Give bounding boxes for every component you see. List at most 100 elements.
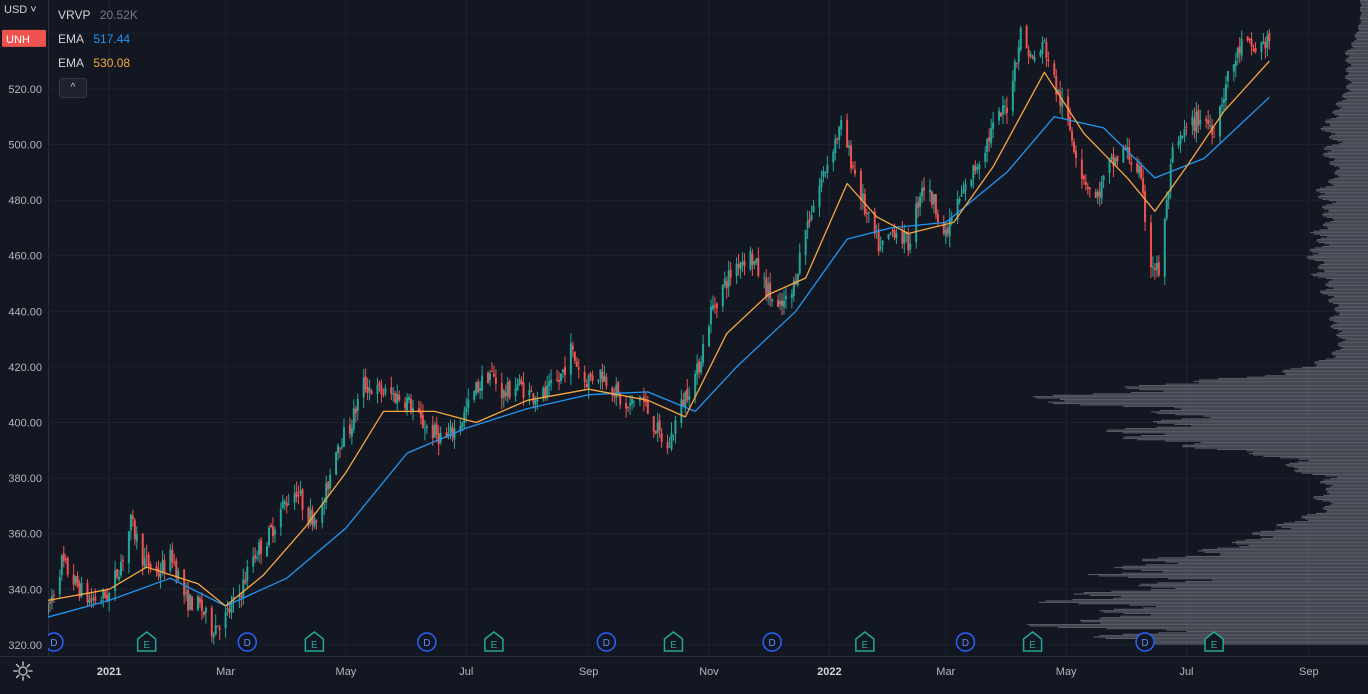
legend-vrvp[interactable]: VRVP 20.52K bbox=[58, 8, 138, 22]
candle-body bbox=[163, 559, 166, 573]
volume-profile-bar bbox=[1347, 79, 1368, 81]
y-tick-label: 320.00 bbox=[8, 640, 42, 652]
candle-body bbox=[575, 361, 578, 367]
volume-profile-bar bbox=[1079, 619, 1368, 621]
candle-body bbox=[1254, 48, 1257, 53]
volume-profile-bar bbox=[1337, 344, 1368, 346]
earnings-marker[interactable]: E bbox=[304, 631, 325, 652]
volume-profile-bar bbox=[1318, 241, 1368, 243]
candle-body bbox=[1266, 35, 1269, 48]
candle-body bbox=[970, 179, 973, 187]
volume-profile-bar bbox=[1328, 162, 1368, 164]
candle-body bbox=[72, 574, 75, 585]
volume-profile-bar bbox=[1048, 401, 1368, 403]
earnings-marker[interactable]: E bbox=[855, 631, 875, 652]
volume-profile-bar bbox=[1191, 425, 1368, 427]
candle-body bbox=[74, 576, 77, 584]
candle-body bbox=[891, 230, 894, 232]
volume-profile-bar bbox=[1316, 240, 1368, 242]
price-axis[interactable]: USD ˅ 320.00 340.00 360.00 380.00 400.00 420.… bbox=[0, 0, 49, 656]
volume-profile-bar bbox=[1333, 302, 1368, 305]
dividend-marker[interactable]: D bbox=[237, 632, 258, 652]
volume-profile-bar bbox=[1142, 558, 1368, 560]
earnings-marker[interactable]: E bbox=[663, 631, 684, 652]
candle-body bbox=[658, 420, 661, 431]
volume-profile-bar bbox=[1036, 397, 1368, 399]
volume-profile-bar bbox=[1099, 610, 1368, 612]
volume-profile-bar bbox=[1345, 59, 1368, 61]
candle-body bbox=[370, 390, 373, 395]
candle-body bbox=[976, 167, 979, 170]
volume-profile-bar bbox=[1346, 91, 1368, 93]
earnings-icon bbox=[136, 631, 157, 652]
volume-profile-bar bbox=[1324, 479, 1368, 481]
volume-profile-bar bbox=[1354, 40, 1368, 42]
candle-body bbox=[1197, 109, 1200, 126]
volume-profile-bar bbox=[1336, 334, 1368, 337]
volume-profile-bar bbox=[1327, 282, 1368, 284]
currency-selector[interactable]: USD ˅ bbox=[4, 4, 37, 16]
volume-profile-bar bbox=[1294, 521, 1368, 523]
volume-profile-bar bbox=[1291, 528, 1368, 530]
candle-body bbox=[465, 407, 468, 412]
candle-body bbox=[337, 445, 340, 453]
candle-body bbox=[611, 387, 614, 396]
volume-profile-bar bbox=[1087, 574, 1368, 576]
legend-ema-fast[interactable]: EMA 530.08 bbox=[58, 56, 130, 70]
candle-body bbox=[652, 416, 655, 432]
legend-ema-slow-value: 517.44 bbox=[93, 32, 131, 46]
candle-body bbox=[354, 408, 357, 413]
volume-profile-bar bbox=[1107, 429, 1368, 431]
time-axis[interactable]: 2021 Mar May Jul Sep Nov 2022 Mar May Jul Sep bbox=[0, 656, 1368, 689]
candle-body bbox=[516, 384, 519, 391]
candle-body bbox=[1238, 46, 1241, 54]
dividend-marker[interactable]: D bbox=[44, 632, 64, 652]
earnings-marker[interactable]: E bbox=[484, 631, 504, 652]
volume-profile-bar bbox=[1322, 198, 1368, 200]
volume-profile-bar bbox=[1158, 632, 1368, 634]
candle-body bbox=[550, 379, 553, 383]
dividend-marker[interactable]: D bbox=[762, 632, 782, 652]
earnings-marker[interactable]: E bbox=[1022, 631, 1043, 652]
volume-profile-bar bbox=[1294, 469, 1368, 471]
candle-body bbox=[903, 231, 906, 244]
dividend-letter: D bbox=[769, 638, 776, 649]
volume-profile-bar bbox=[1329, 123, 1368, 125]
volume-profile-bar bbox=[1057, 626, 1368, 628]
volume-profile-bar bbox=[1326, 145, 1368, 148]
candle-body bbox=[729, 269, 732, 278]
candle-body bbox=[394, 393, 397, 403]
candle-body bbox=[680, 399, 683, 423]
earnings-marker[interactable]: E bbox=[1204, 631, 1224, 652]
legend-collapse-button[interactable]: ^ bbox=[59, 78, 87, 98]
dividend-marker[interactable]: D bbox=[1135, 632, 1155, 652]
gear-icon[interactable] bbox=[12, 660, 34, 682]
candle-body bbox=[711, 305, 714, 310]
candle-body bbox=[617, 382, 620, 393]
dividend-marker[interactable]: D bbox=[596, 632, 617, 652]
candle-body bbox=[58, 577, 61, 595]
dividend-marker[interactable]: D bbox=[955, 632, 976, 652]
candle-body bbox=[1213, 136, 1216, 138]
candle-body bbox=[1098, 191, 1101, 198]
currency-label: USD bbox=[4, 4, 28, 16]
candle-body bbox=[853, 169, 856, 174]
volume-profile-bar bbox=[1350, 90, 1368, 92]
volume-profile-bar bbox=[1348, 88, 1368, 91]
candle-body bbox=[723, 278, 726, 286]
volume-profile-bar bbox=[1293, 466, 1368, 469]
y-tick-label: 400.00 bbox=[8, 418, 42, 430]
volume-profile-bar bbox=[1358, 30, 1368, 32]
legend-ema-slow[interactable]: EMA 517.44 bbox=[58, 32, 130, 46]
volume-profile-bar bbox=[1122, 437, 1368, 439]
dividend-marker[interactable]: D bbox=[417, 632, 437, 652]
volume-profile-bar bbox=[1319, 482, 1368, 484]
earnings-marker[interactable]: E bbox=[136, 631, 157, 652]
volume-profile-bar bbox=[1360, 15, 1368, 17]
volume-profile-bar bbox=[1331, 353, 1368, 355]
volume-profile-bar bbox=[1235, 540, 1368, 542]
volume-profile-bar bbox=[1311, 273, 1368, 275]
volume-profile-bar bbox=[1029, 625, 1368, 627]
